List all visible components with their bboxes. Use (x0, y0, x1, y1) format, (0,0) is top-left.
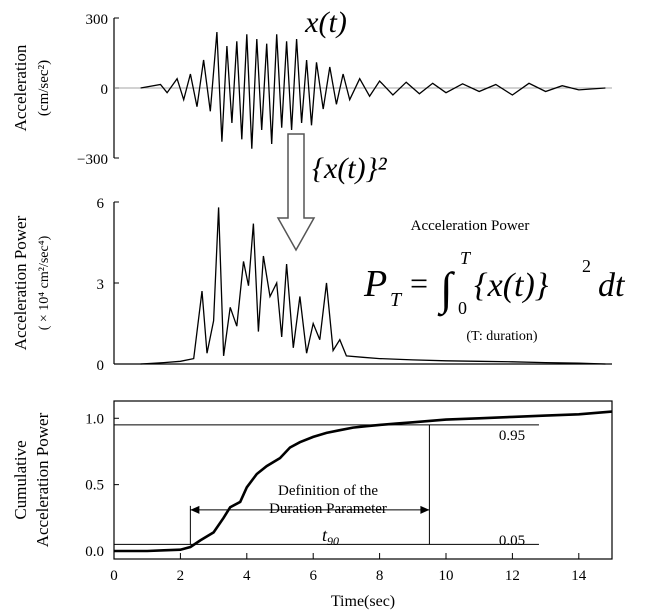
top-panel-title: x(t) (304, 6, 347, 39)
formula-upper-limit: T (460, 248, 472, 268)
cumulative-series-line (114, 410, 613, 553)
definition-line-2: Duration Parameter (269, 501, 387, 517)
y-tick-label-0.0: 0.0 (85, 544, 104, 560)
formula-lower-limit: 0 (458, 298, 467, 318)
formula-duration-note: (T: duration) (466, 329, 538, 344)
power-formula: P T = ∫ T 0 {x(t)} 2 dt (363, 248, 626, 318)
definition-line-1: Definition of the (278, 483, 378, 499)
arrow-label: {x(t)}² (312, 152, 388, 185)
power-series-line (140, 207, 606, 365)
t90-label: t90 (322, 525, 339, 548)
top-panel-y-tick-label-0: 0 (101, 82, 109, 98)
bottom-panel-frame (113, 400, 613, 560)
square-arrow: {x(t)}² (276, 133, 388, 252)
bottom-panel-ylabel-1: Cumulative (11, 440, 30, 519)
duration-arrowhead-right (420, 505, 430, 514)
t90-main: t (322, 525, 328, 545)
middle-panel-ylabel-2: ( × 10⁴ cm²/sec⁴) (37, 235, 52, 330)
x-tick-label-10: 10 (439, 568, 454, 584)
middle-panel-y-tick-label-3: 3 (97, 277, 105, 293)
top-panel-y-tick-label-300: 300 (86, 12, 109, 28)
x-tick-label-12: 12 (505, 568, 520, 584)
duration-arrowhead-left (190, 505, 200, 514)
formula-dt: dt (598, 267, 626, 304)
middle-panel-y-tick-label-6: 6 (97, 196, 105, 212)
y-tick-label-1.0: 1.0 (85, 411, 104, 427)
bottom-panel-ylabel-2: Acceleration Power (33, 412, 52, 547)
bottom-panel-x-ticks: 0 2 4 6 8 10 12 14 (110, 553, 587, 584)
formula-sub: T (390, 289, 403, 311)
acceleration-series-line (140, 31, 606, 149)
x-tick-label-14: 14 (571, 568, 587, 584)
formula-lhs: P (363, 263, 387, 305)
bottom-panel-xlabel: Time(sec) (331, 593, 395, 610)
formula-body: {x(t)} (474, 267, 549, 304)
level-005-label: 0.05 (499, 533, 525, 549)
level-095-label: 0.95 (499, 428, 525, 444)
cumulative-panel: 0 2 4 6 8 10 12 14 1.0 0.5 0.0 Cumulative Acceler… (11, 400, 613, 610)
top-panel-y-tick-label-neg300: −300 (77, 152, 108, 168)
middle-panel-y-tick-label-0: 0 (97, 358, 105, 374)
x-tick-label-8: 8 (376, 568, 384, 584)
x-tick-label-6: 6 (309, 568, 317, 584)
formula-eq: = (410, 265, 428, 301)
down-arrow-icon (276, 133, 316, 252)
top-panel-ylabel-1: Acceleration (11, 44, 30, 131)
y-tick-label-0.5: 0.5 (85, 478, 104, 494)
top-panel-ylabel-2: (cm/sec²) (36, 60, 52, 116)
t90-subscript: 90 (327, 534, 339, 548)
x-tick-label-2: 2 (177, 568, 185, 584)
middle-panel-ylabel-1: Acceleration Power (11, 215, 30, 350)
acceleration-panel: 300 0 −300 Acceleration (cm/sec²) x(t) (11, 6, 612, 168)
power-formula-title: Acceleration Power (411, 218, 530, 234)
x-tick-label-0: 0 (110, 568, 118, 584)
power-panel: 6 3 0 Acceleration Power ( × 10⁴ cm²/sec… (11, 196, 626, 374)
bottom-panel-y-ticks: 1.0 0.5 0.0 (85, 411, 119, 560)
formula-square: 2 (582, 256, 591, 276)
formula-integral: ∫ (437, 263, 455, 317)
x-tick-label-4: 4 (243, 568, 251, 584)
